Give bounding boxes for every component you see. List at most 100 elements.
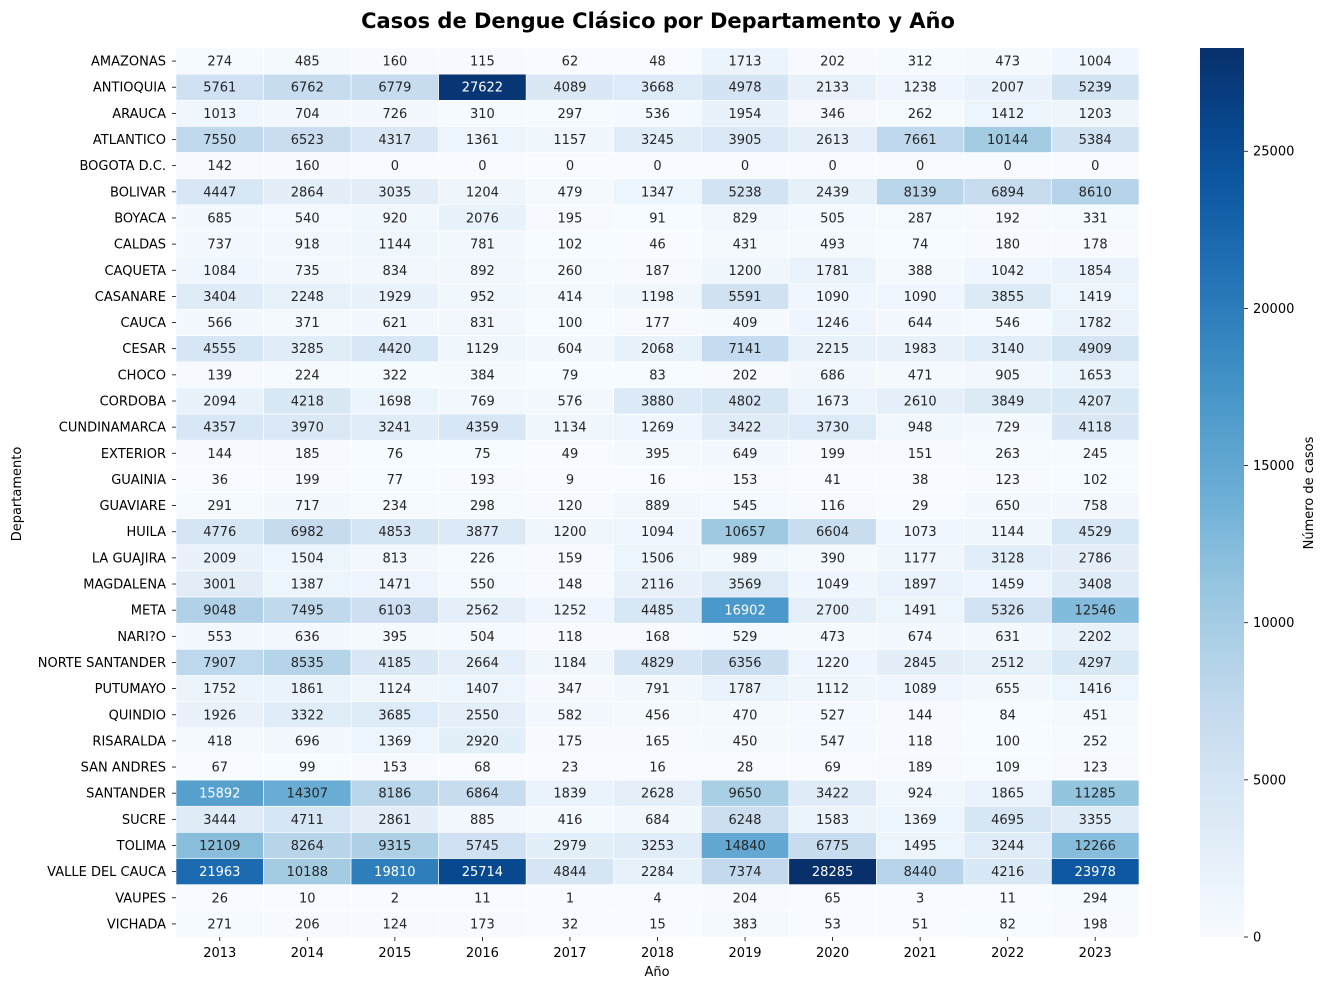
cell-value-label: 631 bbox=[995, 630, 1020, 645]
cell-value-label: 1134 bbox=[553, 421, 586, 436]
heatmap-cell bbox=[438, 544, 527, 572]
cell-value-label: 1090 bbox=[816, 290, 849, 305]
cell-value-label: 5384 bbox=[1079, 133, 1112, 148]
heatmap-cell bbox=[438, 675, 527, 702]
heatmap-cell bbox=[350, 805, 439, 833]
cell-value-label: 1042 bbox=[991, 264, 1024, 279]
cell-value-label: 948 bbox=[908, 421, 933, 436]
heatmap-cell bbox=[876, 73, 965, 101]
colorbar-tick-label: 25000 bbox=[1253, 145, 1294, 160]
heatmap-cell bbox=[613, 753, 702, 781]
heatmap-cell bbox=[1051, 884, 1140, 912]
cell-value-label: 260 bbox=[558, 264, 583, 279]
heatmap-cell bbox=[263, 230, 352, 258]
cell-value-label: 1124 bbox=[378, 682, 411, 697]
cell-value-label: 3685 bbox=[378, 708, 411, 723]
heatmap-cell bbox=[175, 832, 264, 859]
heatmap-cell bbox=[788, 256, 877, 284]
cell-value-label: 175 bbox=[558, 734, 583, 749]
cell-value-label: 5239 bbox=[1079, 81, 1112, 96]
heatmap-cell bbox=[876, 492, 965, 519]
cell-value-label: 116 bbox=[820, 499, 845, 514]
heatmap-cell bbox=[263, 387, 352, 415]
cell-value-label: 431 bbox=[733, 238, 758, 253]
cell-value-label: 297 bbox=[558, 107, 583, 122]
heatmap-cell bbox=[963, 256, 1052, 284]
cell-value-label: 83 bbox=[649, 368, 666, 383]
cell-value-label: 1252 bbox=[553, 604, 586, 619]
cell-value-label: 4357 bbox=[203, 421, 236, 436]
cell-value-label: 4711 bbox=[291, 813, 324, 828]
cell-value-label: 25714 bbox=[462, 865, 503, 880]
cell-value-label: 1419 bbox=[1079, 290, 1112, 305]
cell-value-label: 1 bbox=[566, 891, 574, 906]
cell-value-label: 6864 bbox=[466, 787, 499, 802]
cell-value-label: 450 bbox=[733, 734, 758, 749]
heatmap-cell bbox=[1051, 47, 1140, 75]
cell-value-label: 15892 bbox=[199, 787, 240, 802]
heatmap-cell bbox=[963, 126, 1052, 153]
cell-value-label: 76 bbox=[387, 447, 404, 462]
cell-value-label: 271 bbox=[207, 917, 232, 932]
y-tick-label: CESAR bbox=[122, 342, 166, 357]
cell-value-label: 62 bbox=[562, 55, 579, 70]
cell-value-label: 6775 bbox=[816, 839, 849, 854]
cell-value-label: 493 bbox=[820, 238, 845, 253]
heatmap-cell bbox=[700, 805, 790, 833]
cell-value-label: 1506 bbox=[641, 551, 674, 566]
cell-value-label: 4089 bbox=[553, 81, 586, 96]
heatmap-cell bbox=[700, 413, 790, 441]
cell-value-label: 274 bbox=[207, 55, 232, 70]
cell-value-label: 2786 bbox=[1079, 551, 1112, 566]
heatmap-cell bbox=[876, 256, 965, 284]
colorbar-tick-label: 5000 bbox=[1253, 773, 1286, 788]
cell-value-label: 1495 bbox=[904, 839, 937, 854]
heatmap-cell bbox=[876, 518, 965, 546]
heatmap-cell bbox=[963, 309, 1052, 336]
heatmap-cell bbox=[876, 753, 965, 781]
cell-value-label: 0 bbox=[653, 159, 661, 174]
cell-value-label: 3970 bbox=[291, 421, 324, 436]
heatmap-cell bbox=[525, 858, 615, 886]
cell-value-label: 6523 bbox=[291, 133, 324, 148]
cell-value-label: 1416 bbox=[1079, 682, 1112, 697]
cell-value-label: 118 bbox=[558, 630, 583, 645]
heatmap-cell bbox=[1051, 675, 1140, 702]
cell-value-label: 3285 bbox=[291, 342, 324, 357]
cell-value-label: 193 bbox=[470, 473, 495, 488]
cell-value-label: 649 bbox=[733, 447, 758, 462]
heatmap-cell bbox=[700, 335, 790, 363]
heatmap-cell bbox=[350, 204, 439, 232]
cell-value-label: 9048 bbox=[203, 604, 236, 619]
cell-value-label: 2284 bbox=[641, 865, 674, 880]
heatmap-cell bbox=[175, 675, 264, 702]
cell-value-label: 6604 bbox=[816, 525, 849, 540]
cell-value-label: 1246 bbox=[816, 316, 849, 331]
heatmap-cell bbox=[613, 204, 702, 232]
cell-value-label: 180 bbox=[995, 238, 1020, 253]
heatmap-cell bbox=[438, 152, 527, 180]
cell-value-label: 4909 bbox=[1079, 342, 1112, 357]
cell-value-label: 0 bbox=[478, 159, 486, 174]
cell-value-label: 262 bbox=[908, 107, 933, 122]
heatmap-cell bbox=[788, 910, 877, 938]
y-tick-label: TOLIMA bbox=[116, 839, 166, 854]
cell-value-label: 3444 bbox=[203, 813, 236, 828]
heatmap-cell bbox=[963, 727, 1052, 755]
heatmap-cell bbox=[438, 805, 527, 833]
cell-value-label: 199 bbox=[295, 473, 320, 488]
heatmap-cell bbox=[1051, 858, 1140, 886]
heatmap-cell bbox=[263, 361, 352, 389]
heatmap-cell bbox=[263, 727, 352, 755]
cell-value-label: 2076 bbox=[466, 211, 499, 226]
cell-value-label: 124 bbox=[382, 917, 407, 932]
cell-value-label: 4529 bbox=[1079, 525, 1112, 540]
cell-value-label: 536 bbox=[645, 107, 670, 122]
heatmap-cell bbox=[175, 283, 264, 310]
cell-value-label: 737 bbox=[207, 238, 232, 253]
cell-value-label: 414 bbox=[558, 290, 583, 305]
cell-value-label: 1865 bbox=[991, 787, 1024, 802]
heatmap-cell bbox=[525, 570, 615, 598]
heatmap-cell bbox=[438, 492, 527, 519]
cell-value-label: 0 bbox=[741, 159, 749, 174]
